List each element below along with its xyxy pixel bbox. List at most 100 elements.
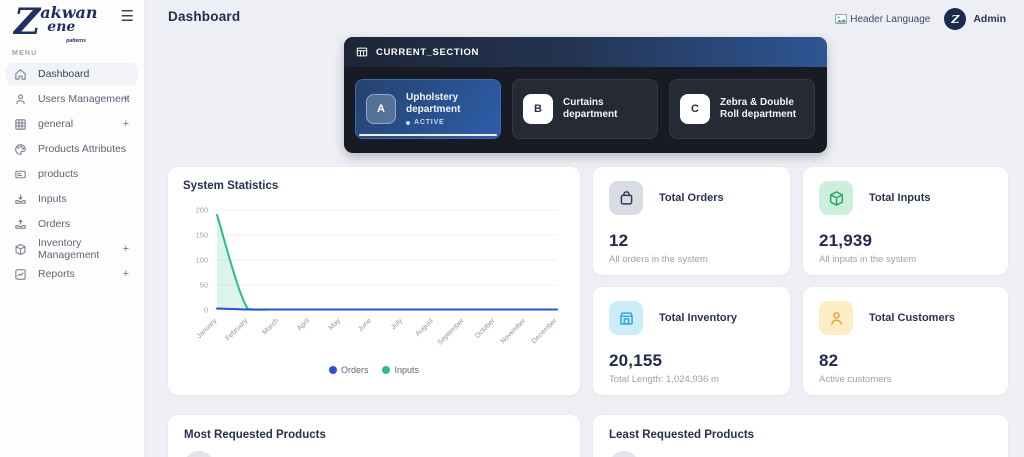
department-name: Upholstery department [406,92,461,115]
svg-text:August: August [414,317,434,337]
sidebar-item-label: general [38,118,74,130]
language-switcher[interactable]: Header Language [835,13,930,25]
status-label: ACTIVE [414,119,445,126]
chart-title: System Statistics [183,180,279,192]
person-icon [819,301,853,335]
svg-text:0: 0 [204,306,208,315]
user-icon [14,93,27,106]
card-icon [14,168,27,181]
svg-text:50: 50 [200,281,208,290]
department-name: Curtains department [563,97,618,120]
stat-title: Total Orders [659,192,724,204]
palette-icon [14,143,27,156]
system-statistics-card: System Statistics 0 50 100 150 200 January Feb… [168,167,580,395]
sidebar-item-label: Inventory Management [38,237,100,261]
logo-z-glyph: Z [14,1,41,43]
sidebar-item-label: Reports [38,268,75,280]
home-icon [14,68,27,81]
language-label: Header Language [850,13,931,25]
department-card-curtains[interactable]: B Curtains department [512,79,658,139]
sidebar-item-orders[interactable]: Orders [6,213,138,235]
svg-text:December: December [531,317,559,345]
sidebar-item-label: Dashboard [38,68,90,80]
sidebar-menu: Dashboard Users Management + general + P… [0,61,144,290]
table-icon [356,47,368,57]
svg-text:June: June [357,317,373,333]
logo-line2: ene [47,19,76,35]
expand-plus-icon[interactable]: + [122,118,129,130]
svg-text:May: May [328,317,343,332]
broken-image-icon [835,14,848,24]
page-title: Dashboard [168,9,241,24]
stat-title: Total Customers [869,312,955,324]
department-card-upholstery[interactable]: A Upholstery department ACTIVE [355,79,501,139]
stat-value: 12 [609,231,629,250]
sidebar-item-label: Orders [38,218,71,230]
stat-subtitle: All orders in the system [609,254,708,265]
sidebar-item-reports[interactable]: Reports + [6,263,138,285]
legend-dot-icon [382,366,391,374]
svg-text:September: September [437,317,467,347]
sidebar-item-inputs[interactable]: Inputs [6,188,138,210]
sidebar-item-label: Users Management [38,93,130,105]
stat-title: Total Inputs [869,192,931,204]
header-right: Header Language Z Admin [835,8,1006,30]
sidebar-item-inventory-management[interactable]: Inventory Management + [6,237,138,261]
stat-value: 20,155 [609,351,663,370]
sidebar-item-label: Products Attributes [38,143,127,155]
svg-text:100: 100 [195,256,208,265]
department-badge: B [523,94,553,124]
stat-subtitle: Active customers [819,374,892,385]
stat-value: 82 [819,351,839,370]
stat-title: Total Inventory [659,312,738,324]
most-requested-title: Most Requested Products [184,429,326,441]
svg-text:October: October [474,317,497,340]
least-requested-products-card: Least Requested Products [593,415,1008,457]
sidebar-item-general[interactable]: general + [6,113,138,135]
active-indicator-line [359,134,497,136]
legend-label: Inputs [394,365,420,375]
department-list: A Upholstery department ACTIVE B Curtain… [344,67,827,151]
hamburger-menu-icon[interactable]: ☰ [120,8,134,25]
department-badge: A [366,94,396,124]
sidebar-item-products-attributes[interactable]: Products Attributes [6,138,138,160]
current-section-panel: CURRENT_SECTION A Upholstery department … [344,37,827,153]
sidebar-item-products[interactable]: products [6,163,138,185]
stat-value: 21,939 [819,231,873,250]
department-badge: C [680,94,710,124]
stat-subtitle: Total Length: 1,024,936 m [609,374,719,385]
legend-item-inputs: Inputs [382,365,419,375]
department-card-zebra-double-roll[interactable]: C Zebra & Double Roll department [669,79,815,139]
tray-down-icon [14,193,27,206]
total-orders-card: Total Orders 12 All orders in the system [593,167,790,275]
store-icon [609,301,643,335]
bag-icon [609,181,643,215]
department-name: Zebra & Double Roll department [720,97,797,120]
svg-text:April: April [296,317,311,332]
expand-plus-icon[interactable]: + [122,93,129,105]
product-avatar [184,451,214,457]
status-dot-icon [406,120,410,125]
stat-subtitle: All inputs in the system [819,254,917,265]
expand-plus-icon[interactable]: + [122,268,129,280]
svg-text:150: 150 [195,231,208,240]
legend-dot-icon [328,366,337,374]
avatar: Z [944,8,967,30]
sidebar-item-label: products [38,168,79,180]
package-icon [819,181,853,215]
svg-text:November: November [500,317,528,345]
user-name: Admin [973,13,1006,25]
sidebar-item-users-management[interactable]: Users Management + [6,88,138,110]
user-menu[interactable]: Z Admin [944,8,1006,30]
logo-line1: akwan [40,3,98,22]
expand-plus-icon[interactable]: + [122,243,129,255]
current-section-title: CURRENT_SECTION [376,46,479,58]
sidebar-item-label: Inputs [38,193,67,205]
most-requested-products-card: Most Requested Products [168,415,580,457]
sidebar-item-dashboard[interactable]: Dashboard [6,63,138,85]
department-status: ACTIVE [406,119,490,126]
product-avatar [609,451,639,457]
grid-icon [14,118,27,131]
